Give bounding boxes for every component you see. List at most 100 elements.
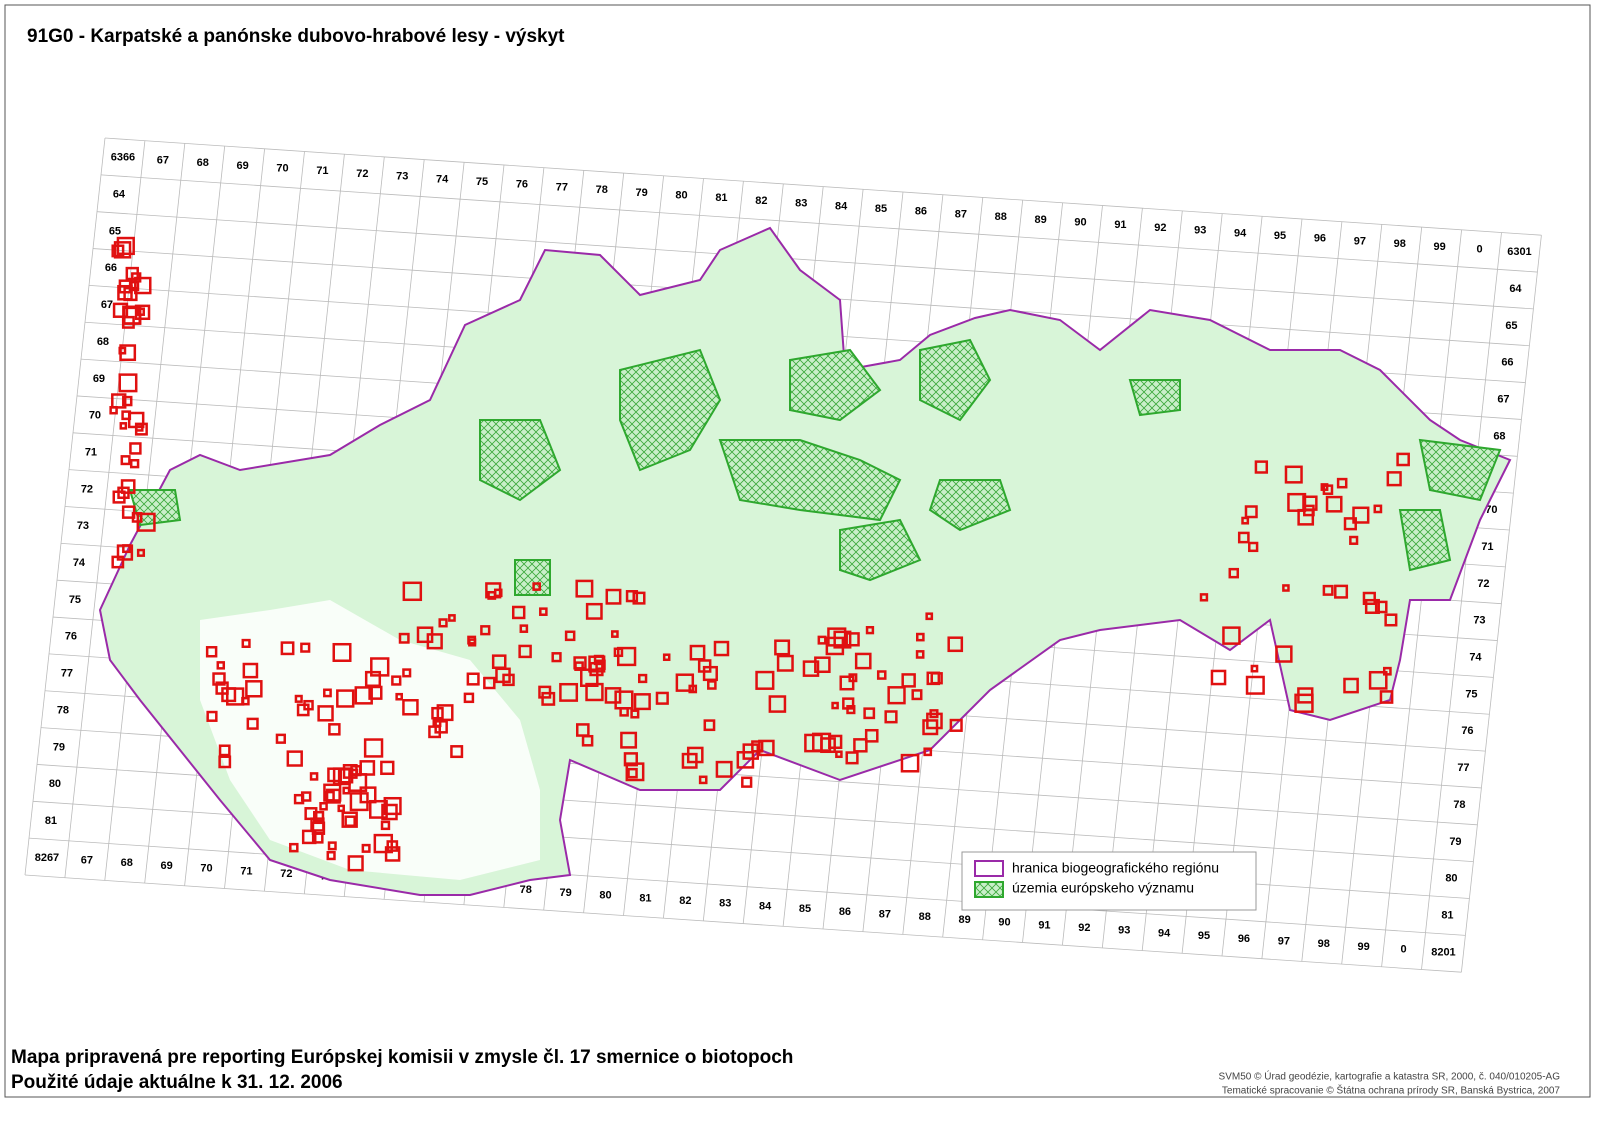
- occurrence-square: [736, 751, 755, 769]
- occurrence-square: [623, 752, 638, 767]
- occurrence-square: [111, 555, 125, 569]
- grid-label: 90: [1074, 216, 1086, 228]
- grid-label: 67: [81, 855, 93, 867]
- occurrence-square: [817, 635, 827, 645]
- occurrence-square: [564, 630, 576, 642]
- occurrence-square: [116, 544, 134, 561]
- occurrence-square: [828, 734, 843, 750]
- occurrence-square: [309, 772, 319, 781]
- occurrence-square: [575, 579, 594, 598]
- occurrence-square: [1222, 626, 1241, 645]
- occurrence-square: [1336, 477, 1348, 489]
- occurrence-square: [289, 842, 299, 853]
- occurrence-square: [380, 760, 395, 776]
- occurrence-square: [1284, 465, 1303, 484]
- occurrence-square: [485, 582, 502, 599]
- occurrence-square: [226, 687, 245, 706]
- grid-label: 71: [85, 446, 97, 458]
- occurrence-square: [323, 688, 332, 698]
- occurrence-square: [1302, 495, 1318, 511]
- legend-label: hranica biogeografického regiónu: [1012, 860, 1219, 876]
- occurrence-square: [347, 855, 364, 872]
- occurrence-square: [559, 682, 579, 702]
- occurrence-square: [887, 686, 906, 705]
- occurrence-square: [319, 801, 328, 811]
- grid-label: 64: [1509, 283, 1522, 295]
- grid-label: 74: [1469, 652, 1482, 664]
- occurrence-square: [814, 656, 831, 674]
- occurrence-square: [113, 241, 132, 259]
- occurrence-square: [638, 673, 648, 684]
- occurrence-square: [317, 705, 334, 722]
- occurrence-square: [428, 725, 442, 739]
- footer-line: Mapa pripravená pre reporting Európskej …: [11, 1047, 793, 1068]
- occurrence-square: [336, 689, 355, 708]
- grid-label: 68: [1493, 430, 1505, 442]
- occurrence-square: [134, 422, 148, 436]
- occurrence-square: [491, 654, 507, 669]
- grid-label: 96: [1314, 233, 1326, 245]
- occurrence-square: [863, 707, 876, 720]
- occurrence-square: [1287, 492, 1307, 512]
- occurrence-square: [551, 652, 562, 663]
- occurrence-square: [703, 719, 716, 732]
- grid-label: 71: [316, 165, 328, 177]
- occurrence-square: [831, 701, 839, 710]
- occurrence-square: [380, 820, 391, 831]
- occurrence-square: [328, 723, 341, 736]
- occurrence-square: [122, 395, 133, 407]
- occurrence-square: [280, 641, 295, 656]
- grid-label: 68: [121, 857, 133, 869]
- grid-label: 66: [1501, 357, 1513, 369]
- occurrence-square: [212, 672, 226, 686]
- grid-label: 76: [1461, 725, 1473, 737]
- occurrence-square: [681, 752, 698, 769]
- occurrence-square: [619, 707, 629, 717]
- occurrence-square: [741, 776, 753, 788]
- occurrence-square: [698, 775, 708, 785]
- occurrence-square: [502, 673, 515, 687]
- grid-label: 91: [1114, 219, 1126, 231]
- grid-label: 75: [476, 176, 488, 188]
- occurrence-square: [675, 673, 695, 692]
- grid-label: 8267: [35, 852, 59, 864]
- occurrence-square: [925, 612, 934, 621]
- grid-label: 70: [89, 410, 101, 422]
- grid-label: 81: [1441, 909, 1453, 921]
- occurrence-square: [802, 660, 820, 677]
- grid-label: 6301: [1507, 246, 1531, 258]
- occurrence-square: [774, 639, 791, 656]
- occurrence-square: [923, 747, 933, 757]
- occurrence-square: [116, 236, 135, 256]
- grid-label: 77: [556, 181, 568, 193]
- occurrence-square: [604, 687, 622, 704]
- occurrence-square: [1362, 591, 1376, 605]
- occurrence-square: [369, 799, 388, 819]
- occurrence-square: [112, 490, 126, 504]
- occurrence-square: [483, 676, 496, 690]
- occurrence-square: [438, 618, 448, 628]
- occurrence-square: [218, 755, 232, 769]
- grid-label: 67: [101, 299, 113, 311]
- grid-label: 93: [1118, 925, 1130, 937]
- occurrence-square: [436, 704, 454, 722]
- grid-label: 90: [998, 917, 1010, 929]
- occurrence-square: [1349, 535, 1359, 545]
- grid-label: 68: [97, 336, 109, 348]
- occurrence-square: [120, 479, 136, 494]
- grid-label: 69: [161, 860, 173, 872]
- occurrence-square: [702, 665, 718, 682]
- grid-label: 76: [65, 631, 77, 643]
- occurrence-square: [751, 740, 764, 753]
- map-title: 91G0 - Karpatské a panónske dubovo-hrabo…: [27, 26, 565, 47]
- grid-label: 70: [276, 162, 288, 174]
- occurrence-square: [900, 753, 920, 773]
- occurrence-square: [416, 626, 434, 644]
- grid-label: 67: [157, 154, 169, 166]
- grid-label: 80: [599, 890, 611, 902]
- occurrence-square: [300, 642, 311, 653]
- occurrence-square: [402, 668, 412, 678]
- occurrence-square: [381, 803, 398, 821]
- grid-label: 82: [755, 195, 767, 207]
